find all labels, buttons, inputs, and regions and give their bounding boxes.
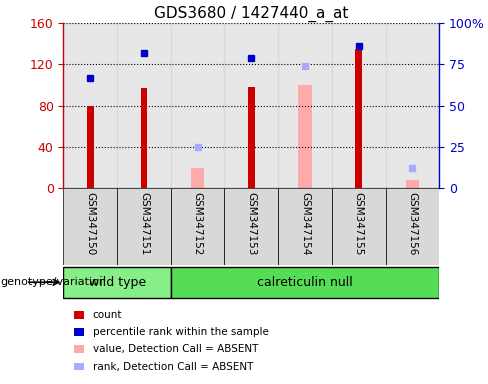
- Bar: [332, 188, 386, 265]
- Bar: [278, 188, 332, 265]
- Text: GSM347150: GSM347150: [85, 192, 95, 255]
- Bar: [87, 106, 94, 188]
- Text: GSM347156: GSM347156: [407, 192, 417, 255]
- Text: percentile rank within the sample: percentile rank within the sample: [93, 327, 268, 337]
- Bar: [75, 311, 84, 319]
- Bar: [75, 362, 84, 370]
- Text: count: count: [93, 310, 122, 320]
- Bar: [171, 23, 224, 188]
- Bar: [171, 188, 224, 265]
- Text: value, Detection Call = ABSENT: value, Detection Call = ABSENT: [93, 344, 258, 354]
- Text: wild type: wild type: [88, 276, 146, 289]
- Bar: [278, 23, 332, 188]
- Text: GSM347154: GSM347154: [300, 192, 310, 255]
- Bar: [141, 88, 147, 188]
- Bar: [63, 23, 117, 188]
- Bar: [117, 188, 171, 265]
- Bar: [248, 87, 255, 188]
- Bar: [171, 267, 439, 298]
- Text: rank, Detection Call = ABSENT: rank, Detection Call = ABSENT: [93, 362, 253, 372]
- Text: genotype/variation: genotype/variation: [0, 277, 106, 287]
- Bar: [386, 188, 439, 265]
- Text: GSM347155: GSM347155: [354, 192, 364, 255]
- Bar: [117, 23, 171, 188]
- Bar: [224, 23, 278, 188]
- Text: GSM347153: GSM347153: [246, 192, 256, 255]
- Bar: [224, 188, 278, 265]
- Bar: [406, 180, 419, 188]
- Bar: [63, 188, 117, 265]
- Bar: [332, 23, 386, 188]
- Bar: [63, 267, 171, 298]
- Title: GDS3680 / 1427440_a_at: GDS3680 / 1427440_a_at: [154, 5, 348, 22]
- Text: calreticulin null: calreticulin null: [257, 276, 353, 289]
- Bar: [355, 49, 362, 188]
- Bar: [191, 167, 204, 188]
- Bar: [75, 328, 84, 336]
- Bar: [386, 23, 439, 188]
- Text: GSM347152: GSM347152: [193, 192, 203, 255]
- Bar: [298, 85, 312, 188]
- Bar: [75, 346, 84, 353]
- Text: GSM347151: GSM347151: [139, 192, 149, 255]
